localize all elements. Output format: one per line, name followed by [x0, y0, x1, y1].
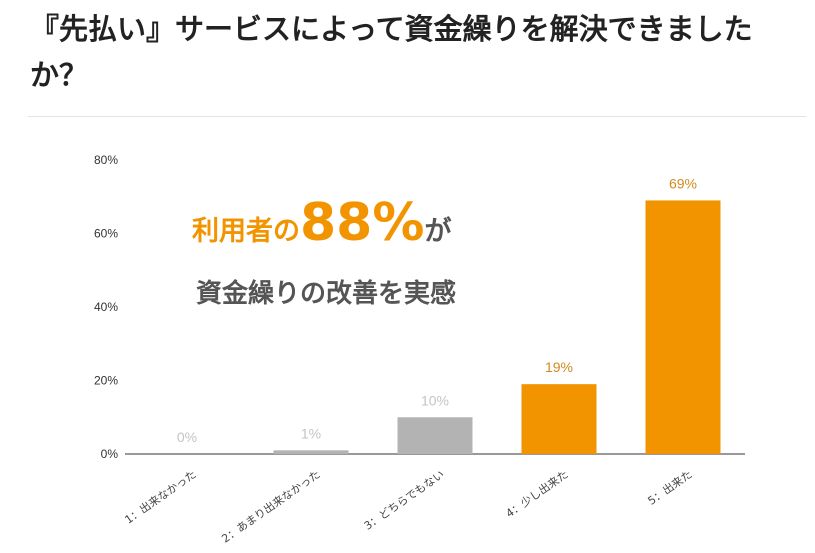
callout-headline: 利用者の88%が: [192, 193, 451, 253]
callout-prefix: 利用者の: [192, 216, 300, 247]
category-label: 5：出来た: [645, 467, 695, 508]
category-labels: 1：出来なかった 2：あまり出来なかった 3：どちらでもない 4：少し出来た 5：出来た: [122, 467, 695, 546]
data-label: 10%: [421, 392, 449, 408]
data-label: 0%: [177, 429, 197, 445]
y-tick-label: 0%: [101, 447, 119, 461]
bar: [397, 417, 473, 454]
y-tick-label: 60%: [94, 227, 118, 241]
callout-suffix: が: [424, 215, 451, 247]
category-label: 2：あまり出来なかった: [219, 467, 323, 546]
bar: [521, 384, 597, 454]
category-label: 4：少し出来た: [503, 467, 571, 520]
data-label: 1%: [301, 425, 321, 441]
callout-subline: 資金繰りの改善を実感: [196, 278, 456, 309]
bars: [273, 200, 721, 454]
category-label: 3：どちらでもない: [362, 468, 447, 533]
y-tick-label: 40%: [94, 300, 118, 314]
category-label: 1：出来なかった: [122, 467, 199, 527]
callout-value: 88%: [300, 193, 424, 253]
data-label: 19%: [545, 359, 573, 375]
title-divider: [28, 116, 806, 117]
data-label: 69%: [669, 175, 697, 191]
data-labels: 0% 1% 10% 19% 69%: [177, 175, 697, 445]
y-tick-label: 20%: [94, 374, 118, 388]
y-axis-ticks: 0% 20% 40% 60% 80%: [94, 153, 118, 461]
bar: [273, 450, 349, 454]
page-title: 『先払い』サービスによって資金繰りを解決できましたか？: [30, 12, 753, 92]
y-tick-label: 80%: [94, 153, 118, 167]
bar: [645, 200, 721, 454]
